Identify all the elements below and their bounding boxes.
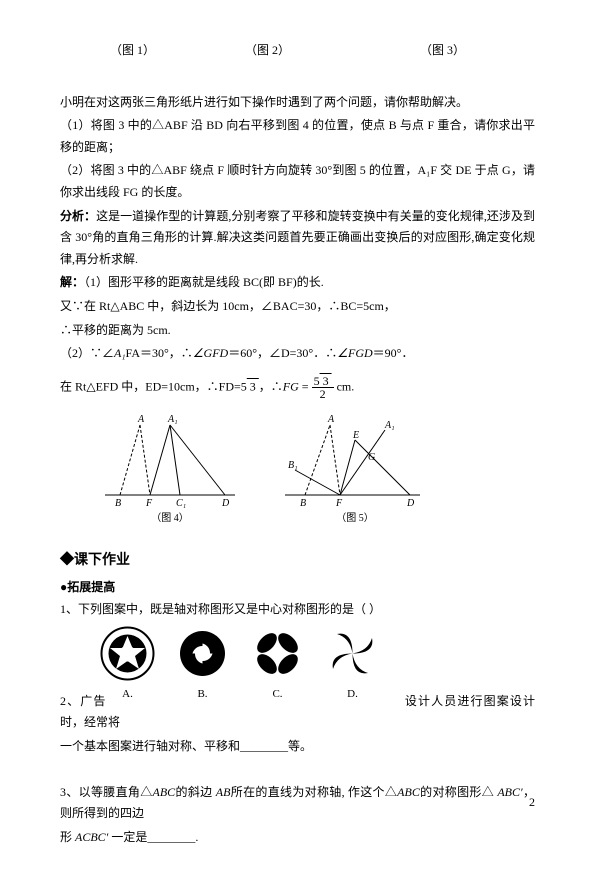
- intro-text: 小明在对这两张三角形纸片进行如下操作时遇到了两个问题，请你帮助解决。: [60, 92, 535, 114]
- hw-q2: 2、广告 设计人员进行图案设计时，经常将: [60, 691, 535, 734]
- fig1-label: （图 1）: [110, 40, 155, 62]
- fig2-label: （图 2）: [245, 40, 290, 62]
- hw-q2-line2: 一个基本图案进行轴对称、平移和________等。: [60, 736, 535, 758]
- sol4: （2）∵∠A₁FA＝30°，∴∠GFD＝60°，∠D=30°．∴∠FGD＝90°…: [60, 343, 535, 365]
- analysis-para: 分析：这是一道操作型的计算题,分别考察了平移和旋转变换中有关量的变化规律,还涉及…: [60, 206, 535, 271]
- svg-text:A₁: A₁: [167, 414, 178, 425]
- sol1-text: （1）图形平移的距离就是线段 BC(即 BF)的长.: [84, 275, 324, 289]
- svg-text:C₁: C₁: [176, 498, 186, 509]
- svg-text:A: A: [137, 414, 145, 425]
- hw-q1: 1、下列图案中，既是轴对称图形又是中心对称图形的是（ ）: [60, 599, 535, 621]
- hw-q3-line2: 形 ACBC′ 一定是________.: [60, 827, 535, 849]
- solution-label: 解：: [60, 275, 84, 289]
- fig5-label: （图 5）: [280, 510, 430, 528]
- svg-text:A₁: A₁: [384, 420, 395, 431]
- extension-heading: ●拓展提高: [60, 577, 535, 599]
- homework-heading: ◆课下作业: [60, 548, 535, 573]
- figure-labels-row: （图 1） （图 2） （图 3）: [60, 40, 535, 62]
- svg-text:A: A: [327, 414, 335, 425]
- question-2: （2）将图 3 中的△ABF 绕点 F 顺时针方向旋转 30°到图 5 的位置，…: [60, 160, 535, 203]
- page-number: 2: [529, 792, 535, 814]
- sol3: ∴平移的距离为 5cm.: [60, 320, 535, 342]
- svg-text:D: D: [221, 498, 230, 509]
- solution-line1: 解：（1）图形平移的距离就是线段 BC(即 BF)的长.: [60, 272, 535, 294]
- figure-4: A A₁ B F C₁ D （图 4）: [100, 410, 240, 528]
- svg-text:B₁: B₁: [288, 460, 298, 471]
- analysis-label: 分析：: [60, 209, 96, 223]
- svg-text:D: D: [406, 498, 415, 509]
- analysis-text: 这是一道操作型的计算题,分别考察了平移和旋转变换中有关量的变化规律,还涉及到含 …: [60, 209, 535, 266]
- figure-5: A A₁ E G B₁ B F D （图 5）: [280, 410, 430, 528]
- sol5: 在 Rt△EFD 中，ED=10cm，∴FD=5 3 ，∴FG = 5 3 2 …: [60, 375, 535, 400]
- hw-q3: 3、以等腰直角△ABC的斜边 AB所在的直线为对称轴, 作这个△ABC的对称图形…: [60, 782, 535, 825]
- svg-text:F: F: [145, 498, 153, 509]
- fig3-label: （图 3）: [420, 40, 465, 62]
- question-1: （1）将图 3 中的△ABF 沿 BD 向右平移到图 4 的位置，使点 B 与点…: [60, 115, 535, 158]
- svg-text:B: B: [115, 498, 121, 509]
- sol2: 又∵在 Rt△ABC 中，斜边长为 10cm，∠BAC=30，∴BC=5cm，: [60, 296, 535, 318]
- figure-4-5-row: A A₁ B F C₁ D （图 4）: [100, 410, 535, 528]
- fig4-label: （图 4）: [100, 510, 240, 528]
- svg-text:E: E: [352, 430, 359, 441]
- svg-text:F: F: [335, 498, 343, 509]
- svg-text:B: B: [300, 498, 306, 509]
- svg-text:G: G: [368, 452, 375, 463]
